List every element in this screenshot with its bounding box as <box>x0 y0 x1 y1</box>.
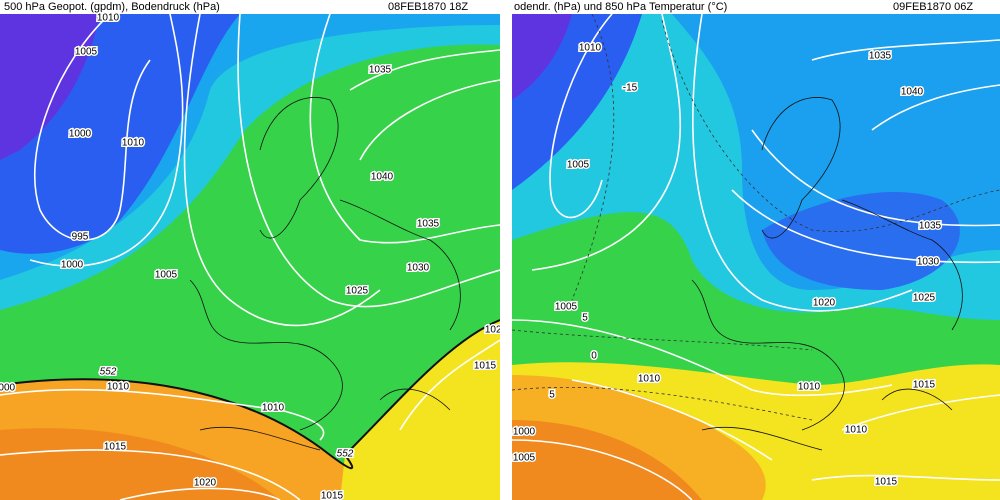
warm-zone <box>0 428 280 500</box>
cold-zone <box>762 191 960 290</box>
cold-zone <box>0 14 100 160</box>
right-map: odendr. (hPa) und 850 hPa Temperatur (°C… <box>512 0 1000 500</box>
isotherms <box>512 14 1000 421</box>
coastlines <box>691 97 963 451</box>
isobar-label: 1025 <box>346 286 369 297</box>
map-title: 500 hPa Geopot. (gpdm), Bodendruck (hPa) <box>4 1 220 13</box>
isobar-label: 1005 <box>567 160 590 171</box>
isobar-label: 1015 <box>321 491 344 500</box>
isobar-label: 1030 <box>917 257 940 268</box>
isobar-label: 995 <box>72 232 89 243</box>
isobar-label: 1015 <box>474 361 497 372</box>
isobar-label: 1035 <box>919 221 942 232</box>
isobar-label: 1020 <box>485 325 500 336</box>
isobar-label: 1010 <box>107 382 130 393</box>
coastlines <box>189 97 461 451</box>
isobar-label: 1000 <box>61 260 84 271</box>
isobar-label: 1040 <box>901 87 924 98</box>
isobar-label: 1010 <box>579 43 602 54</box>
isotherm-label: 0 <box>591 351 597 362</box>
isobar-label: 1025 <box>913 293 936 304</box>
isobar-label: 1000 <box>69 129 92 140</box>
isobar-label: 1010 <box>262 403 285 414</box>
isobars <box>512 14 1000 500</box>
isobar-label: 1010 <box>845 425 868 436</box>
isobar-label: 1005 <box>75 47 98 58</box>
timestamp: 09FEB1870 06Z <box>893 1 973 13</box>
isobars <box>0 14 500 500</box>
contour-label: 552 <box>100 367 117 378</box>
isobar-label: 1035 <box>369 65 392 76</box>
cold-zone <box>512 14 572 100</box>
labels: 1010 1005 1000 1010 995 1000 1005 1035 1… <box>0 11 500 500</box>
left-map: 500 hPa Geopot. (gpdm), Bodendruck (hPa)… <box>0 0 500 500</box>
isotherm-label: 5 <box>549 390 555 401</box>
isobar-label: 1000 <box>0 383 16 394</box>
isobar-label: 1020 <box>813 298 836 309</box>
map-title: odendr. (hPa) und 850 hPa Temperatur (°C… <box>514 1 727 13</box>
isobar-label: 1015 <box>913 380 936 391</box>
isotherm-label: -15 <box>623 83 638 94</box>
isobar-label: 1010 <box>122 138 145 149</box>
warm-zone <box>512 420 702 500</box>
isobar-label: 1005 <box>513 453 536 464</box>
isobar-label: 1005 <box>155 270 178 281</box>
isobar-label: 1020 <box>194 478 217 489</box>
isobar-label: 1005 <box>555 302 578 313</box>
isobar-label: 1035 <box>417 219 440 230</box>
map-fill <box>0 14 500 500</box>
isobar-label: 1030 <box>407 263 430 274</box>
labels: 1010 1035 1040 -15 1005 1035 1030 1025 1… <box>512 41 943 489</box>
contour-552 <box>0 319 500 470</box>
isobar-label: 1040 <box>371 172 394 183</box>
map-fill <box>512 14 1000 500</box>
warm-zone <box>340 320 500 500</box>
isobar-label: 1010 <box>638 374 661 385</box>
isobar-label: 1015 <box>875 477 898 488</box>
contour-label: 552 <box>337 449 354 460</box>
isobar-label: 1000 <box>513 427 536 438</box>
header-bar <box>0 0 500 14</box>
isotherm-label: 5 <box>582 313 588 324</box>
timestamp: 08FEB1870 18Z <box>388 1 468 13</box>
isobar-label: 1010 <box>97 13 120 24</box>
isobar-label: 1010 <box>798 382 821 393</box>
isobar-label: 1035 <box>869 51 892 62</box>
header-bar <box>512 0 1000 14</box>
isobar-label: 1015 <box>104 442 127 453</box>
